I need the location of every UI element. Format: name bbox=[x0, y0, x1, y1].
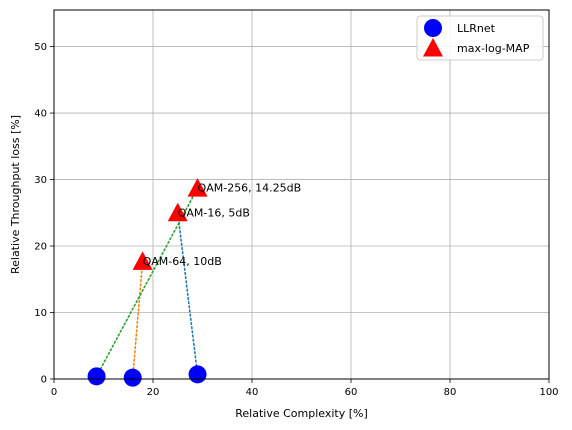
y-tick-label: 30 bbox=[34, 175, 47, 186]
y-tick-label: 10 bbox=[34, 308, 47, 319]
annotations: QAM-256, 14.25dB QAM-16, 5dB QAM-64, 10dB bbox=[143, 182, 302, 268]
data-markers bbox=[87, 178, 208, 387]
y-tick-label: 0 bbox=[41, 375, 47, 386]
point-annotation: QAM-256, 14.25dB bbox=[198, 182, 302, 195]
legend-label: LLRnet bbox=[457, 22, 496, 35]
y-tick-label: 50 bbox=[34, 42, 47, 53]
x-tick-label: 80 bbox=[444, 387, 457, 398]
y-tick-label: 40 bbox=[34, 109, 47, 120]
x-tick-label: 60 bbox=[345, 387, 358, 398]
y-axis-label: Relative Throughput loss [%] bbox=[9, 115, 22, 274]
point-annotation: QAM-64, 10dB bbox=[143, 255, 222, 268]
legend-marker-max-log-map bbox=[423, 38, 443, 57]
x-tick-label: 0 bbox=[51, 387, 57, 398]
legend: LLRnet max-log-MAP bbox=[416, 15, 544, 61]
y-axis-ticks: 0 10 20 30 40 50 bbox=[34, 42, 54, 386]
x-axis-label: Relative Complexity [%] bbox=[235, 407, 368, 420]
x-tick-label: 20 bbox=[147, 387, 160, 398]
llrnet-point bbox=[188, 365, 207, 384]
legend-box bbox=[416, 15, 544, 61]
plot-frame bbox=[53, 9, 550, 380]
x-axis-ticks: 0 20 40 60 80 100 bbox=[51, 379, 559, 398]
grid-lines bbox=[53, 10, 550, 380]
x-tick-label: 40 bbox=[246, 387, 259, 398]
max-log-map-point bbox=[132, 251, 153, 270]
legend-marker-llrnet bbox=[424, 19, 442, 37]
connector-line bbox=[131, 260, 144, 379]
point-annotation: QAM-16, 5dB bbox=[178, 206, 250, 219]
llrnet-point bbox=[123, 368, 142, 387]
x-tick-label: 100 bbox=[539, 387, 558, 398]
y-tick-label: 20 bbox=[34, 242, 47, 253]
legend-label: max-log-MAP bbox=[457, 42, 530, 55]
max-log-map-point bbox=[187, 178, 208, 197]
connector-line bbox=[176, 211, 199, 376]
max-log-map-point bbox=[167, 202, 188, 222]
llrnet-point bbox=[87, 367, 106, 386]
